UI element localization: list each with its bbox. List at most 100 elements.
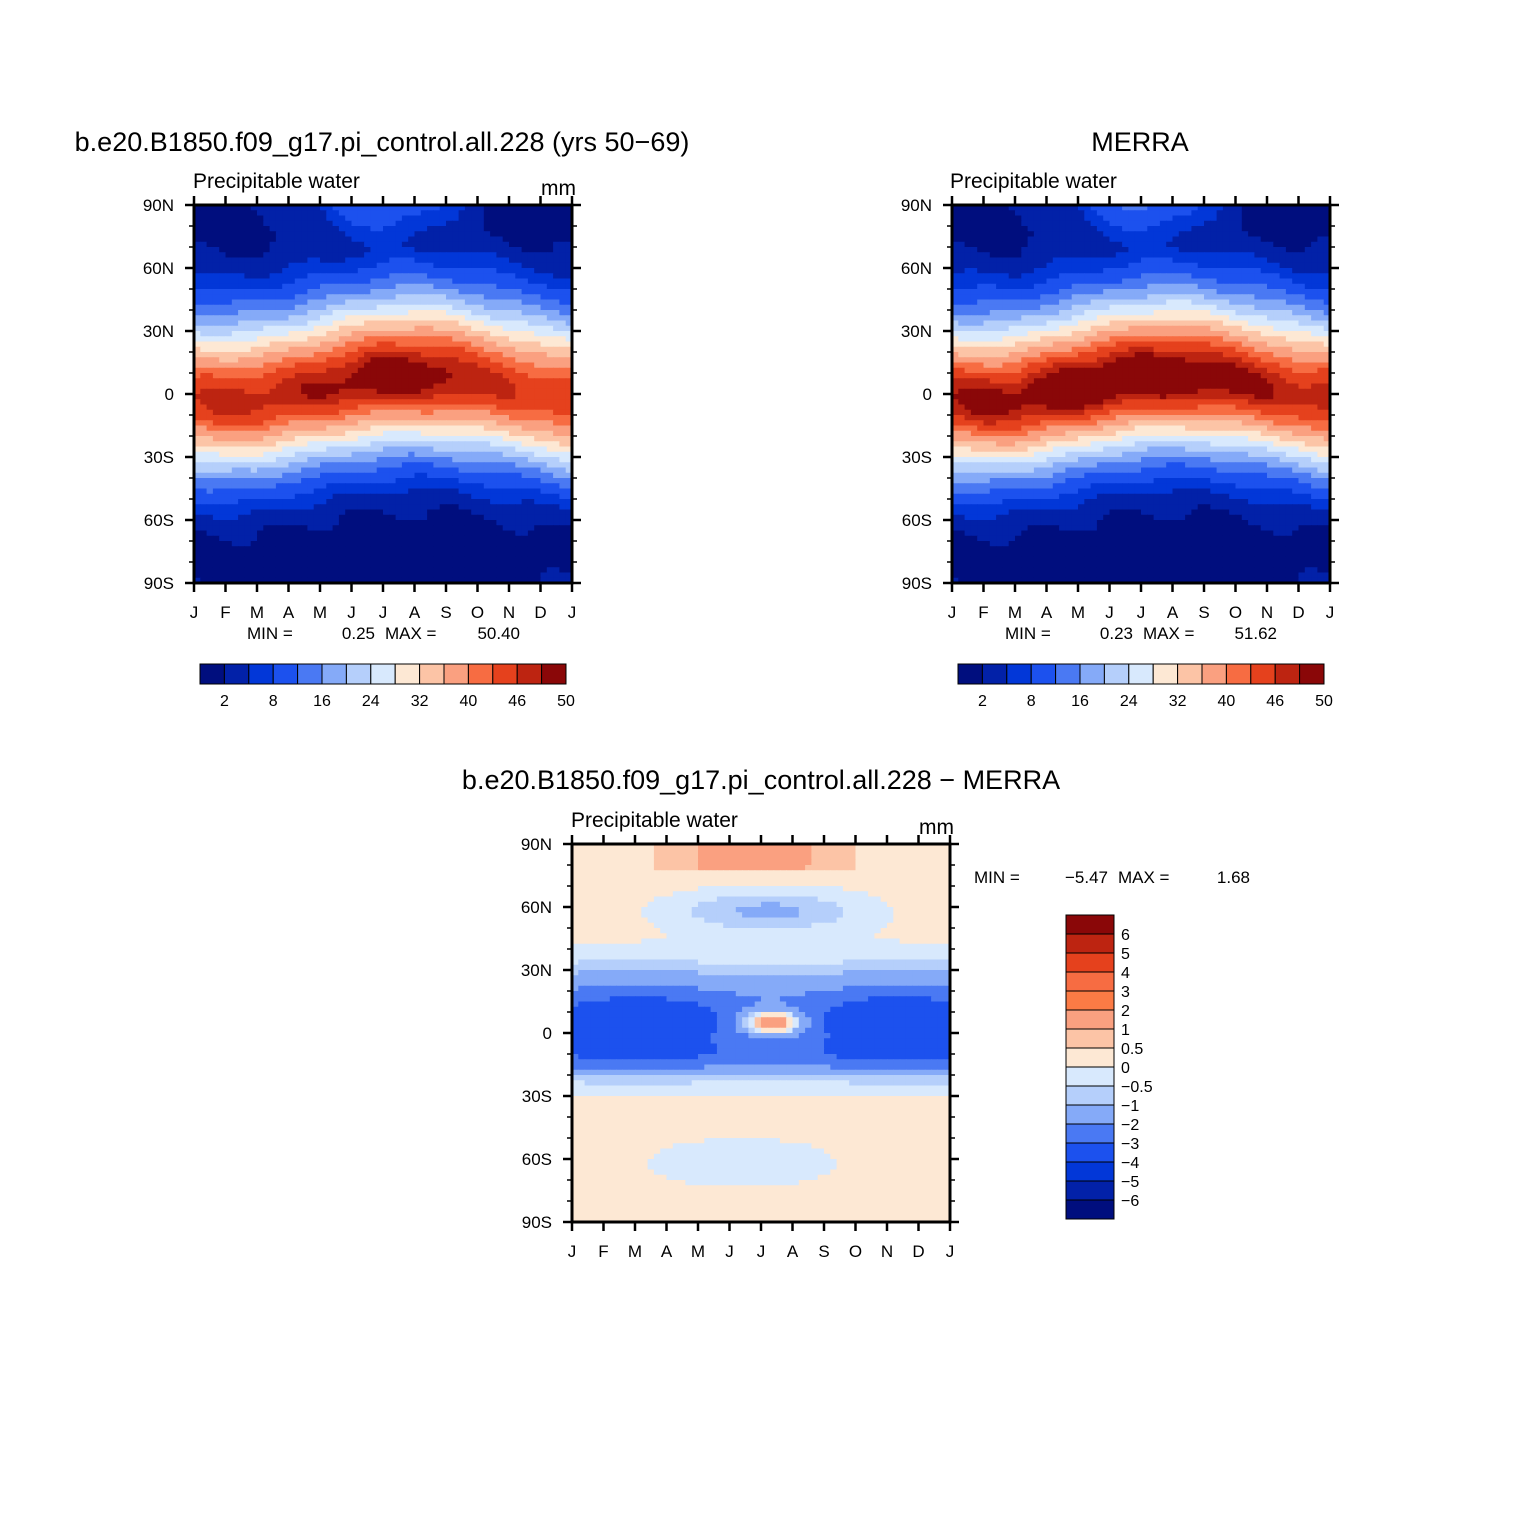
field-cell [231, 415, 239, 421]
field-cell [212, 457, 220, 463]
field-cell [1285, 241, 1293, 248]
field-cell [244, 352, 252, 358]
field-cell [351, 383, 359, 390]
field-cell [1279, 215, 1287, 222]
field-cell [534, 283, 542, 290]
field-cell [540, 210, 548, 217]
field-cell [458, 236, 466, 243]
field-cell [427, 304, 434, 311]
field-cell [225, 273, 233, 280]
field-cell [553, 488, 560, 495]
field-cell [257, 226, 264, 232]
field-cell [1109, 215, 1117, 222]
field-cell [565, 572, 572, 579]
field-cell [282, 535, 290, 542]
field-cell [194, 394, 201, 400]
field-cell [301, 357, 308, 364]
field-cell [1059, 205, 1066, 211]
field-cell [414, 310, 422, 316]
field-cell [345, 415, 353, 421]
field-cell [383, 567, 390, 574]
field-cell [275, 383, 283, 390]
colorbar-swatch [467, 663, 494, 685]
field-cell [458, 325, 466, 332]
field-cell [288, 341, 296, 348]
colorbar-label: 32 [411, 693, 429, 710]
field-cell [275, 220, 283, 227]
field-cell [559, 530, 567, 537]
field-cell [509, 215, 516, 222]
field-cell [275, 352, 283, 358]
field-cell [275, 514, 283, 521]
field-cell [288, 362, 296, 369]
field-cell [559, 394, 567, 400]
field-cell [370, 257, 378, 264]
field-cell [446, 446, 453, 453]
field-cell [471, 383, 479, 390]
field-cell [307, 446, 315, 453]
field-cell [515, 357, 523, 364]
field-cell [1115, 231, 1123, 238]
field-cell [244, 320, 252, 327]
field-cell [294, 304, 302, 311]
field-cell [439, 247, 447, 253]
field-cell [219, 478, 227, 484]
field-cell [509, 210, 516, 217]
field-cell [565, 378, 572, 385]
field-cell [294, 367, 302, 374]
field-cell [502, 378, 510, 385]
field-cell [351, 415, 359, 421]
field-cell [206, 383, 214, 390]
field-cell [565, 409, 572, 416]
field-cell [521, 562, 529, 568]
field-cell [212, 520, 220, 526]
field-cell [490, 451, 497, 458]
field-cell [553, 535, 560, 542]
field-cell [1222, 241, 1230, 248]
field-cell [275, 525, 283, 532]
field-cell [301, 220, 308, 227]
field-cell [345, 441, 353, 448]
field-cell [389, 299, 397, 306]
field-cell [225, 409, 233, 416]
field-cell [332, 262, 340, 269]
field-cell [452, 415, 460, 421]
field-cell [244, 546, 252, 553]
field-cell [446, 289, 453, 295]
field-cell [427, 268, 434, 274]
field-cell [269, 236, 277, 243]
field-cell [546, 472, 554, 479]
field-cell [553, 252, 560, 259]
field-cell [502, 341, 510, 348]
field-cell [1204, 210, 1211, 217]
field-cell [395, 546, 403, 553]
field-cell [565, 462, 572, 469]
field-cell [231, 488, 239, 495]
field-cell [534, 220, 542, 227]
field-cell [515, 289, 523, 295]
field-cell [200, 572, 208, 579]
field-cell [294, 462, 302, 469]
field-cell [370, 252, 378, 259]
field-cell [433, 310, 441, 316]
field-cell [414, 420, 422, 427]
field-cell [439, 462, 447, 469]
field-cell [326, 551, 334, 558]
field-cell [206, 457, 214, 463]
field-cell [515, 346, 523, 353]
field-cell [364, 299, 371, 306]
field-cell [527, 577, 535, 583]
field-cell [1197, 215, 1205, 222]
field-cell [427, 283, 434, 290]
field-cell [288, 336, 296, 343]
field-cell [1052, 241, 1060, 248]
field-cell [420, 404, 428, 411]
field-cell [458, 472, 466, 479]
field-cell [439, 541, 447, 547]
field-cell [521, 567, 529, 574]
field-cell [553, 520, 560, 526]
field-cell [225, 336, 233, 343]
field-cell [389, 210, 397, 217]
field-cell [275, 215, 283, 222]
field-cell [383, 483, 390, 490]
